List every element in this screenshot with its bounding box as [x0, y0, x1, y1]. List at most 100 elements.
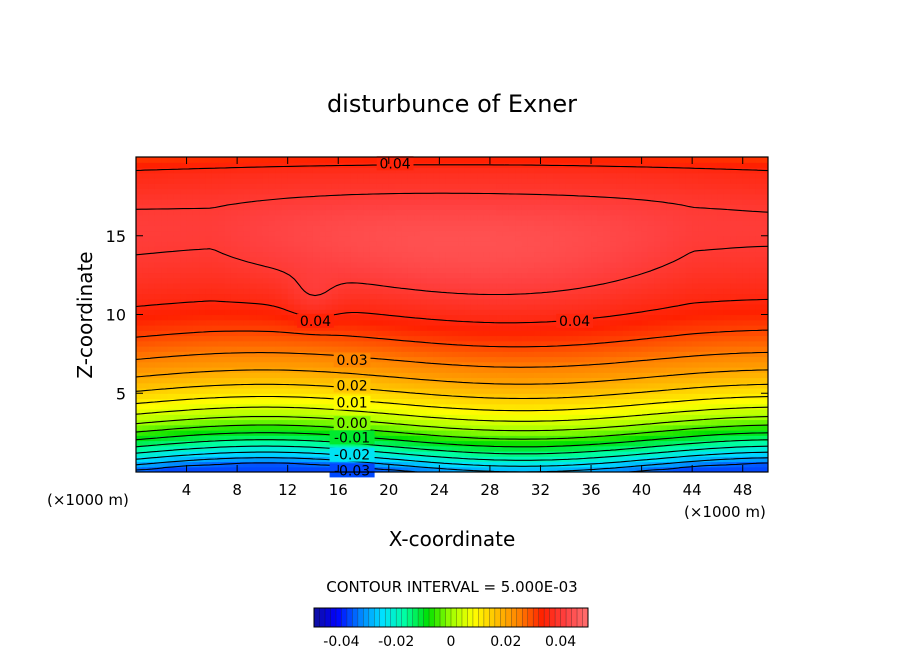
field-cell	[458, 456, 466, 463]
field-cell	[142, 209, 150, 216]
field-cell	[167, 419, 175, 426]
field-cell	[654, 283, 662, 289]
field-cell	[534, 298, 542, 305]
field-cell	[249, 277, 257, 284]
field-cell	[628, 225, 636, 232]
field-cell	[350, 188, 358, 195]
field-cell	[635, 199, 643, 205]
field-cell	[237, 440, 245, 447]
field-cell	[148, 314, 156, 321]
field-cell	[591, 314, 598, 321]
field-cell	[211, 330, 219, 337]
field-cell	[515, 314, 523, 321]
field-cell	[256, 314, 263, 321]
field-cell	[148, 403, 156, 410]
field-cell	[553, 272, 561, 279]
field-cell	[294, 377, 301, 384]
field-cell	[154, 351, 162, 358]
field-cell	[445, 440, 453, 447]
field-cell	[508, 466, 516, 472]
field-cell	[628, 199, 636, 205]
field-cell	[534, 393, 542, 400]
field-cell	[508, 461, 516, 468]
field-cell	[256, 304, 263, 310]
field-cell	[483, 199, 491, 205]
field-cell	[433, 330, 440, 337]
field-cell	[616, 451, 624, 457]
field-cell	[420, 435, 428, 442]
field-cell	[199, 262, 207, 268]
field-cell	[161, 377, 169, 384]
field-cell	[489, 325, 497, 331]
field-cell	[610, 293, 617, 300]
field-cell	[148, 388, 156, 394]
field-cell	[515, 419, 523, 426]
field-cell	[136, 346, 143, 352]
field-cell	[420, 293, 428, 300]
field-cell	[237, 193, 245, 200]
field-cell	[281, 346, 289, 352]
field-cell	[452, 246, 459, 253]
field-cell	[142, 409, 150, 415]
field-cell	[546, 188, 554, 195]
field-cell	[559, 382, 567, 389]
field-cell	[489, 335, 497, 342]
field-cell	[136, 225, 143, 232]
field-cell	[452, 309, 459, 316]
field-cell	[597, 262, 605, 268]
field-cell	[470, 346, 478, 352]
field-cell	[603, 393, 611, 400]
field-cell	[647, 183, 655, 190]
field-cell	[420, 398, 428, 405]
field-cell	[515, 246, 523, 253]
field-cell	[420, 209, 428, 216]
field-cell	[591, 309, 598, 316]
field-cell	[142, 178, 150, 184]
field-cell	[173, 456, 181, 463]
field-cell	[452, 445, 459, 452]
field-cell	[401, 377, 409, 384]
field-cell	[496, 430, 504, 436]
field-cell	[502, 230, 510, 237]
field-cell	[420, 304, 428, 310]
field-cell	[489, 188, 497, 195]
field-cell	[483, 235, 491, 242]
field-cell	[502, 225, 510, 232]
field-cell	[477, 440, 485, 447]
field-cell	[603, 414, 611, 421]
field-cell	[628, 304, 636, 310]
field-cell	[433, 283, 440, 289]
field-cell	[515, 157, 523, 163]
field-cell	[319, 251, 327, 258]
field-cell	[142, 220, 150, 226]
field-cell	[312, 419, 320, 426]
field-cell	[199, 367, 207, 373]
field-cell	[136, 330, 143, 337]
field-cell	[496, 251, 504, 258]
field-cell	[142, 356, 150, 363]
field-cell	[350, 178, 358, 184]
field-cell	[458, 241, 466, 247]
field-cell	[628, 272, 636, 279]
field-cell	[180, 314, 188, 321]
field-cell	[262, 377, 270, 384]
field-cell	[376, 241, 384, 247]
field-cell	[578, 235, 586, 242]
field-cell	[610, 419, 617, 426]
field-cell	[591, 356, 598, 363]
field-cell	[647, 288, 655, 295]
field-cell	[192, 167, 200, 174]
field-cell	[287, 456, 295, 463]
field-cell	[439, 367, 447, 373]
field-cell	[414, 235, 421, 242]
field-cell	[508, 235, 516, 242]
field-cell	[192, 440, 200, 447]
field-cell	[647, 262, 655, 268]
field-cell	[338, 298, 346, 305]
field-cell	[414, 351, 421, 358]
field-cell	[654, 424, 662, 431]
field-cell	[420, 193, 428, 200]
field-cell	[256, 251, 263, 258]
field-cell	[173, 325, 181, 331]
field-cell	[230, 351, 238, 358]
